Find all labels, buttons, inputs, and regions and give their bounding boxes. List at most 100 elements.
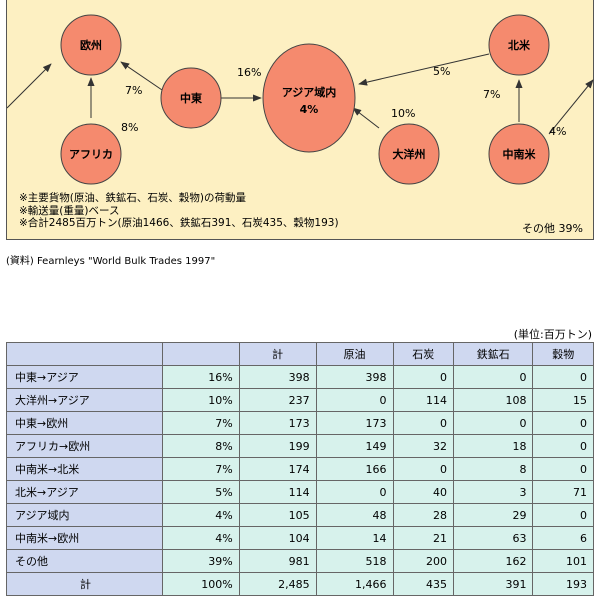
- table-cell: 18: [452, 434, 534, 458]
- table-cell: 14: [315, 526, 394, 550]
- label-north-america: 北米: [508, 38, 531, 52]
- table-cell: 5%: [161, 480, 240, 504]
- table-cell: 中東→欧州: [6, 411, 163, 435]
- table-cell: アフリカ→欧州: [6, 434, 163, 458]
- header-cell: 石炭: [392, 342, 454, 366]
- table-cell: 0: [452, 411, 534, 435]
- table-cell: 108: [452, 388, 534, 412]
- header-cell: 穀物: [532, 342, 594, 366]
- table-cell: 104: [238, 526, 317, 550]
- table-cell: 398: [238, 365, 317, 389]
- table-cell: 173: [315, 411, 394, 435]
- flow-label-africa-to-europe: 8%: [121, 121, 138, 134]
- header-cell: [6, 342, 163, 366]
- table-cell: 6: [532, 526, 594, 550]
- node-middle-east: [160, 67, 222, 129]
- table-cell: 162: [452, 549, 534, 573]
- table-cell: 39%: [161, 549, 240, 573]
- label-asia-intra: アジア域内: [282, 85, 337, 99]
- table-cell: 中南米→欧州: [6, 526, 163, 550]
- node-asia-intra: [262, 43, 356, 153]
- table-cell: 100%: [161, 572, 240, 596]
- table-cell: 166: [315, 457, 394, 481]
- table-row: 中南米→北米 7% 174 166 0 8 0: [6, 457, 594, 481]
- table-cell: 193: [532, 572, 594, 596]
- table-row: 中東→アジア 16% 398 398 0 0 0: [6, 365, 594, 389]
- table-cell: 1,466: [315, 572, 394, 596]
- flow-label-oceania-to-asia: 10%: [391, 107, 415, 120]
- label-asia-intra-share: 4%: [300, 103, 319, 116]
- label-africa: アフリカ: [69, 148, 113, 161]
- table-cell: 中南米→北米: [6, 457, 163, 481]
- table-cell: 29: [452, 503, 534, 527]
- table-cell: 2,485: [238, 572, 317, 596]
- flow-label-latin-america-to-europe: 4%: [549, 125, 566, 138]
- header-cell: 原油: [315, 342, 394, 366]
- table-cell: 0: [532, 411, 594, 435]
- table-row: 北米→アジア 5% 114 0 40 3 71: [6, 480, 594, 504]
- table-row: 大洋州→アジア 10% 237 0 114 108 15: [6, 388, 594, 412]
- table-cell: 大洋州→アジア: [6, 388, 163, 412]
- node-oceania: [378, 123, 440, 185]
- table-cell: 3: [452, 480, 534, 504]
- table-cell: 計: [6, 572, 163, 596]
- table-row: アフリカ→欧州 8% 199 149 32 18 0: [6, 434, 594, 458]
- table-cell: 48: [315, 503, 394, 527]
- table-cell: 174: [238, 457, 317, 481]
- table-row: 中東→欧州 7% 173 173 0 0 0: [6, 411, 594, 435]
- table-row: 中南米→欧州 4% 104 14 21 63 6: [6, 526, 594, 550]
- edge-offscreen-to-europe: [7, 63, 52, 109]
- trade-volume-table: 計 原油 石炭 鉄鉱石 穀物 中東→アジア 16% 398 398 0 0 0 大洋州→アジア…: [6, 342, 594, 596]
- table-cell: 中東→アジア: [6, 365, 163, 389]
- table-total-row: 計 100% 2,485 1,466 435 391 193: [6, 572, 594, 596]
- table-cell: 105: [238, 503, 317, 527]
- table-cell: 0: [392, 365, 454, 389]
- flow-label-north-america-to-asia: 5%: [433, 65, 450, 78]
- flow-label-middle-east-to-europe: 7%: [125, 84, 142, 97]
- table-cell: 149: [315, 434, 394, 458]
- edge-latin-america-to-europe: [548, 79, 594, 135]
- flow-diagram: 欧州 アフリカ 中東 アジア域内 4% 大洋州 北米 中南米 16% 7% 8%…: [7, 14, 594, 185]
- table-cell: 4%: [161, 503, 240, 527]
- table-cell: 200: [392, 549, 454, 573]
- table-cell: 71: [532, 480, 594, 504]
- table-cell: 7%: [161, 457, 240, 481]
- table-cell: 391: [452, 572, 534, 596]
- label-middle-east: 中東: [180, 91, 203, 105]
- table-cell: 0: [392, 457, 454, 481]
- header-cell: 鉄鉱石: [452, 342, 534, 366]
- table-cell: 8: [452, 457, 534, 481]
- table-cell: 0: [532, 365, 594, 389]
- table-cell: 114: [392, 388, 454, 412]
- table-body: 中東→アジア 16% 398 398 0 0 0 大洋州→アジア 10% 237 0 114 108 15…: [6, 365, 594, 596]
- edge-middle-east-to-europe: [120, 61, 166, 93]
- node-africa: [60, 123, 122, 185]
- note-line: ※輸送量(重量)ベース: [19, 204, 120, 217]
- node-europe: [60, 14, 122, 76]
- table-cell: 7%: [161, 411, 240, 435]
- label-latin-america: 中南米: [503, 147, 537, 161]
- other-share-label: その他 39%: [522, 222, 583, 235]
- note-line: ※主要貨物(原油、鉄鉱石、石炭、穀物)の荷動量: [19, 192, 246, 204]
- table-cell: 114: [238, 480, 317, 504]
- edge-north-america-to-asia: [358, 53, 490, 86]
- table-cell: 199: [238, 434, 317, 458]
- table-cell: 0: [532, 457, 594, 481]
- node-latin-america: [488, 123, 550, 185]
- table-cell: 21: [392, 526, 454, 550]
- table-cell: 8%: [161, 434, 240, 458]
- table-cell: 398: [315, 365, 394, 389]
- flow-label-middle-east-to-asia: 16%: [237, 66, 261, 79]
- table-cell: 16%: [161, 365, 240, 389]
- table-cell: アジア域内: [6, 503, 163, 527]
- table-cell: 10%: [161, 388, 240, 412]
- header-cell: [161, 342, 240, 366]
- table-cell: 0: [532, 503, 594, 527]
- table-cell: 32: [392, 434, 454, 458]
- flow-label-latin-america-to-north-america: 7%: [483, 88, 500, 101]
- table-cell: 0: [315, 480, 394, 504]
- table-cell: 981: [238, 549, 317, 573]
- table-cell: 0: [392, 411, 454, 435]
- flow-diagram-panel: 欧州 アフリカ 中東 アジア域内 4% 大洋州 北米 中南米 16% 7% 8%…: [6, 0, 594, 240]
- node-north-america: [488, 14, 550, 76]
